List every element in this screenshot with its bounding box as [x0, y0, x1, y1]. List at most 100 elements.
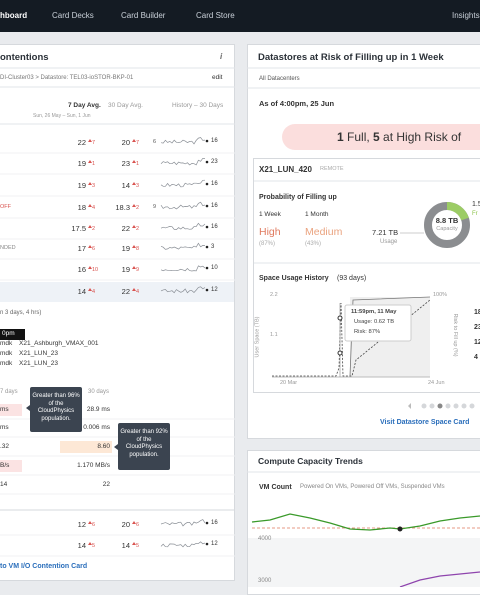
- metric-30day: 1.170 MB/s: [77, 463, 110, 470]
- avg-30day: 19: [122, 266, 130, 274]
- avg-30day: 22: [122, 288, 130, 296]
- change-7day: 5: [92, 544, 95, 550]
- history-end: 16: [211, 138, 218, 144]
- object-type: mdk: [0, 361, 12, 368]
- usage: 7.21 TB: [372, 229, 398, 237]
- vm-point: [398, 527, 403, 532]
- change-7day: 7: [92, 141, 95, 147]
- summary-part: 5: [373, 130, 380, 144]
- change-7day: 6: [92, 247, 95, 253]
- object-type: mdk: [0, 351, 12, 358]
- history-end: 16: [211, 224, 218, 230]
- sparkline-end: [206, 543, 209, 546]
- metric-30day: 22: [103, 482, 110, 489]
- link[interactable]: to VM I/O Contention Card: [0, 563, 87, 570]
- sparkline: [161, 158, 205, 165]
- change-7day: 4: [92, 206, 95, 212]
- change-7day: 10: [92, 268, 98, 274]
- side-value: 23: [474, 324, 480, 331]
- sparkline: [161, 520, 205, 526]
- history-end: 16: [211, 181, 218, 187]
- section-span: (93 days): [337, 275, 366, 282]
- change-30day: 9: [136, 268, 139, 274]
- period: 1 Month: [305, 212, 329, 219]
- cursor-point: [338, 316, 342, 320]
- selected-row: [0, 282, 234, 302]
- avg-30day: 23: [122, 160, 130, 168]
- avg-7day: 17: [78, 245, 86, 253]
- avg-30day: 19: [122, 245, 130, 253]
- sparkline: [161, 243, 205, 249]
- change-7day: 4: [92, 290, 95, 296]
- sparkline-end: [206, 226, 209, 229]
- history-start: 6: [153, 140, 156, 146]
- sparkline: [161, 202, 205, 209]
- section-title: Space Usage History: [259, 275, 329, 282]
- nav-item[interactable]: Card Builder: [121, 12, 165, 20]
- legend: Powered On VMs, Powered Off VMs, Suspend…: [300, 484, 445, 490]
- change-30day: 2: [136, 227, 139, 233]
- risk-level: High: [259, 227, 281, 238]
- metric-7day: B/s: [0, 463, 9, 470]
- free: 1.5: [472, 201, 480, 208]
- y-tick-label: 3000: [258, 578, 271, 584]
- avg-7day: 19: [78, 160, 86, 168]
- edit-link[interactable]: edit: [212, 75, 222, 82]
- capacity: 8.8 TB: [436, 217, 459, 225]
- as-of: As of 4:00pm, 25 Jun: [259, 100, 334, 108]
- datastore-name: X21_LUN_420: [259, 166, 312, 174]
- metric-7day: ms: [0, 407, 9, 414]
- avg-30day: 20: [122, 139, 130, 147]
- change-30day: 8: [136, 247, 139, 253]
- carousel-dot: [462, 404, 467, 409]
- change-30day: 3: [136, 184, 139, 190]
- summary-part: Full,: [344, 130, 373, 144]
- x-tick-label: 24 Jun: [428, 381, 445, 387]
- info-icon[interactable]: i: [220, 53, 222, 61]
- tooltip-text: Greater than 92% of the CloudPhysics pop…: [120, 429, 168, 459]
- x-tick-label: 20 Mar: [280, 381, 297, 387]
- avg-30day: 22: [122, 225, 130, 233]
- metric-7day: ms: [0, 425, 9, 432]
- tooltip-text: Greater than 96% of the CloudPhysics pop…: [32, 393, 80, 423]
- nav-item[interactable]: Insights: [452, 12, 480, 20]
- avg-7day: 19: [78, 182, 86, 190]
- avg-7day: 12: [78, 521, 86, 529]
- metric-30day: 8.60: [97, 444, 110, 451]
- y-axis-title: User Space (TB): [255, 317, 261, 358]
- object-name: X21_Ashburgh_VMAX_001: [19, 341, 99, 348]
- carousel-prev: [408, 403, 411, 409]
- row-label: NDED: [0, 246, 16, 252]
- capacity-label: Capacity: [436, 227, 457, 233]
- column-header: 30 days: [88, 389, 109, 395]
- column-header: 7 Day Avg.: [68, 103, 101, 110]
- vm-line: [252, 514, 480, 530]
- avg-30day: 18.3: [115, 204, 130, 212]
- avg-7day: 18: [78, 204, 86, 212]
- avg-30day: 20: [122, 521, 130, 529]
- side-value: 4: [474, 354, 478, 361]
- avg-30day: 14: [122, 542, 130, 550]
- y-tick-label: 1.1: [270, 333, 278, 339]
- tag: REMOTE: [320, 167, 344, 173]
- sparkline: [161, 266, 205, 271]
- change-7day: 6: [92, 523, 95, 529]
- column-header: History – 30 Days: [172, 103, 223, 110]
- nav-item[interactable]: Card Store: [196, 12, 235, 20]
- change-7day: 1: [92, 162, 95, 168]
- tooltip-text: Risk: 87%: [354, 330, 380, 336]
- y2-axis-title: Risk to Fill up (%): [451, 313, 457, 356]
- period: 1 Week: [259, 212, 281, 219]
- carousel-dot: [470, 404, 475, 409]
- summary-part: at High Risk of: [380, 130, 461, 144]
- change-30day: 4: [136, 290, 139, 296]
- link[interactable]: Visit Datastore Space Card: [380, 419, 469, 426]
- change-30day: 1: [136, 162, 139, 168]
- tooltip-pointer: [114, 444, 118, 450]
- nav-item[interactable]: hboard: [0, 12, 27, 20]
- carousel-dot: [430, 404, 435, 409]
- sparkline-end: [206, 267, 209, 270]
- nav-item[interactable]: Card Decks: [52, 12, 94, 20]
- tooltip-text: Usage: 0.62 TB: [354, 320, 394, 326]
